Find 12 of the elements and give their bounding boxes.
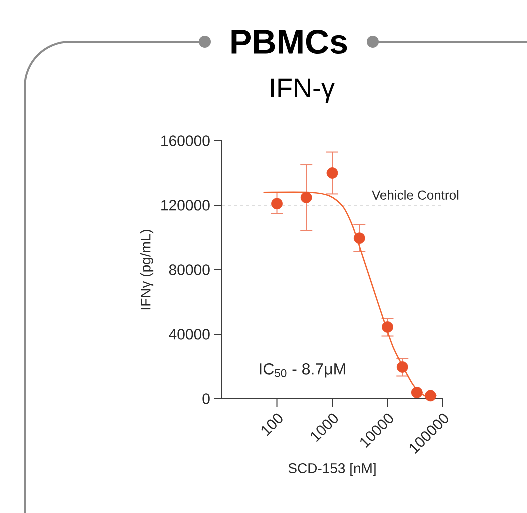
ref-line-label: Vehicle Control xyxy=(372,190,459,200)
y-axis-title: IFNγ (pg/mL) xyxy=(140,230,154,310)
y-tick-label: 40000 xyxy=(169,329,210,340)
y-tick-label: 80000 xyxy=(169,264,210,276)
x-tick-label: 100 xyxy=(262,414,283,436)
y-tick-label: 120000 xyxy=(162,200,210,211)
y-tick-label: 160000 xyxy=(162,136,210,146)
annotation: IC$_{50}$ - 8.7μM xyxy=(260,363,346,378)
y-tick-label: 0 xyxy=(202,394,210,404)
x-axis-title: SCD-153 [nM] xyxy=(288,463,376,476)
chart-subtitle: IFN-γ xyxy=(272,78,335,104)
chart-title: PBMCs xyxy=(232,30,348,54)
